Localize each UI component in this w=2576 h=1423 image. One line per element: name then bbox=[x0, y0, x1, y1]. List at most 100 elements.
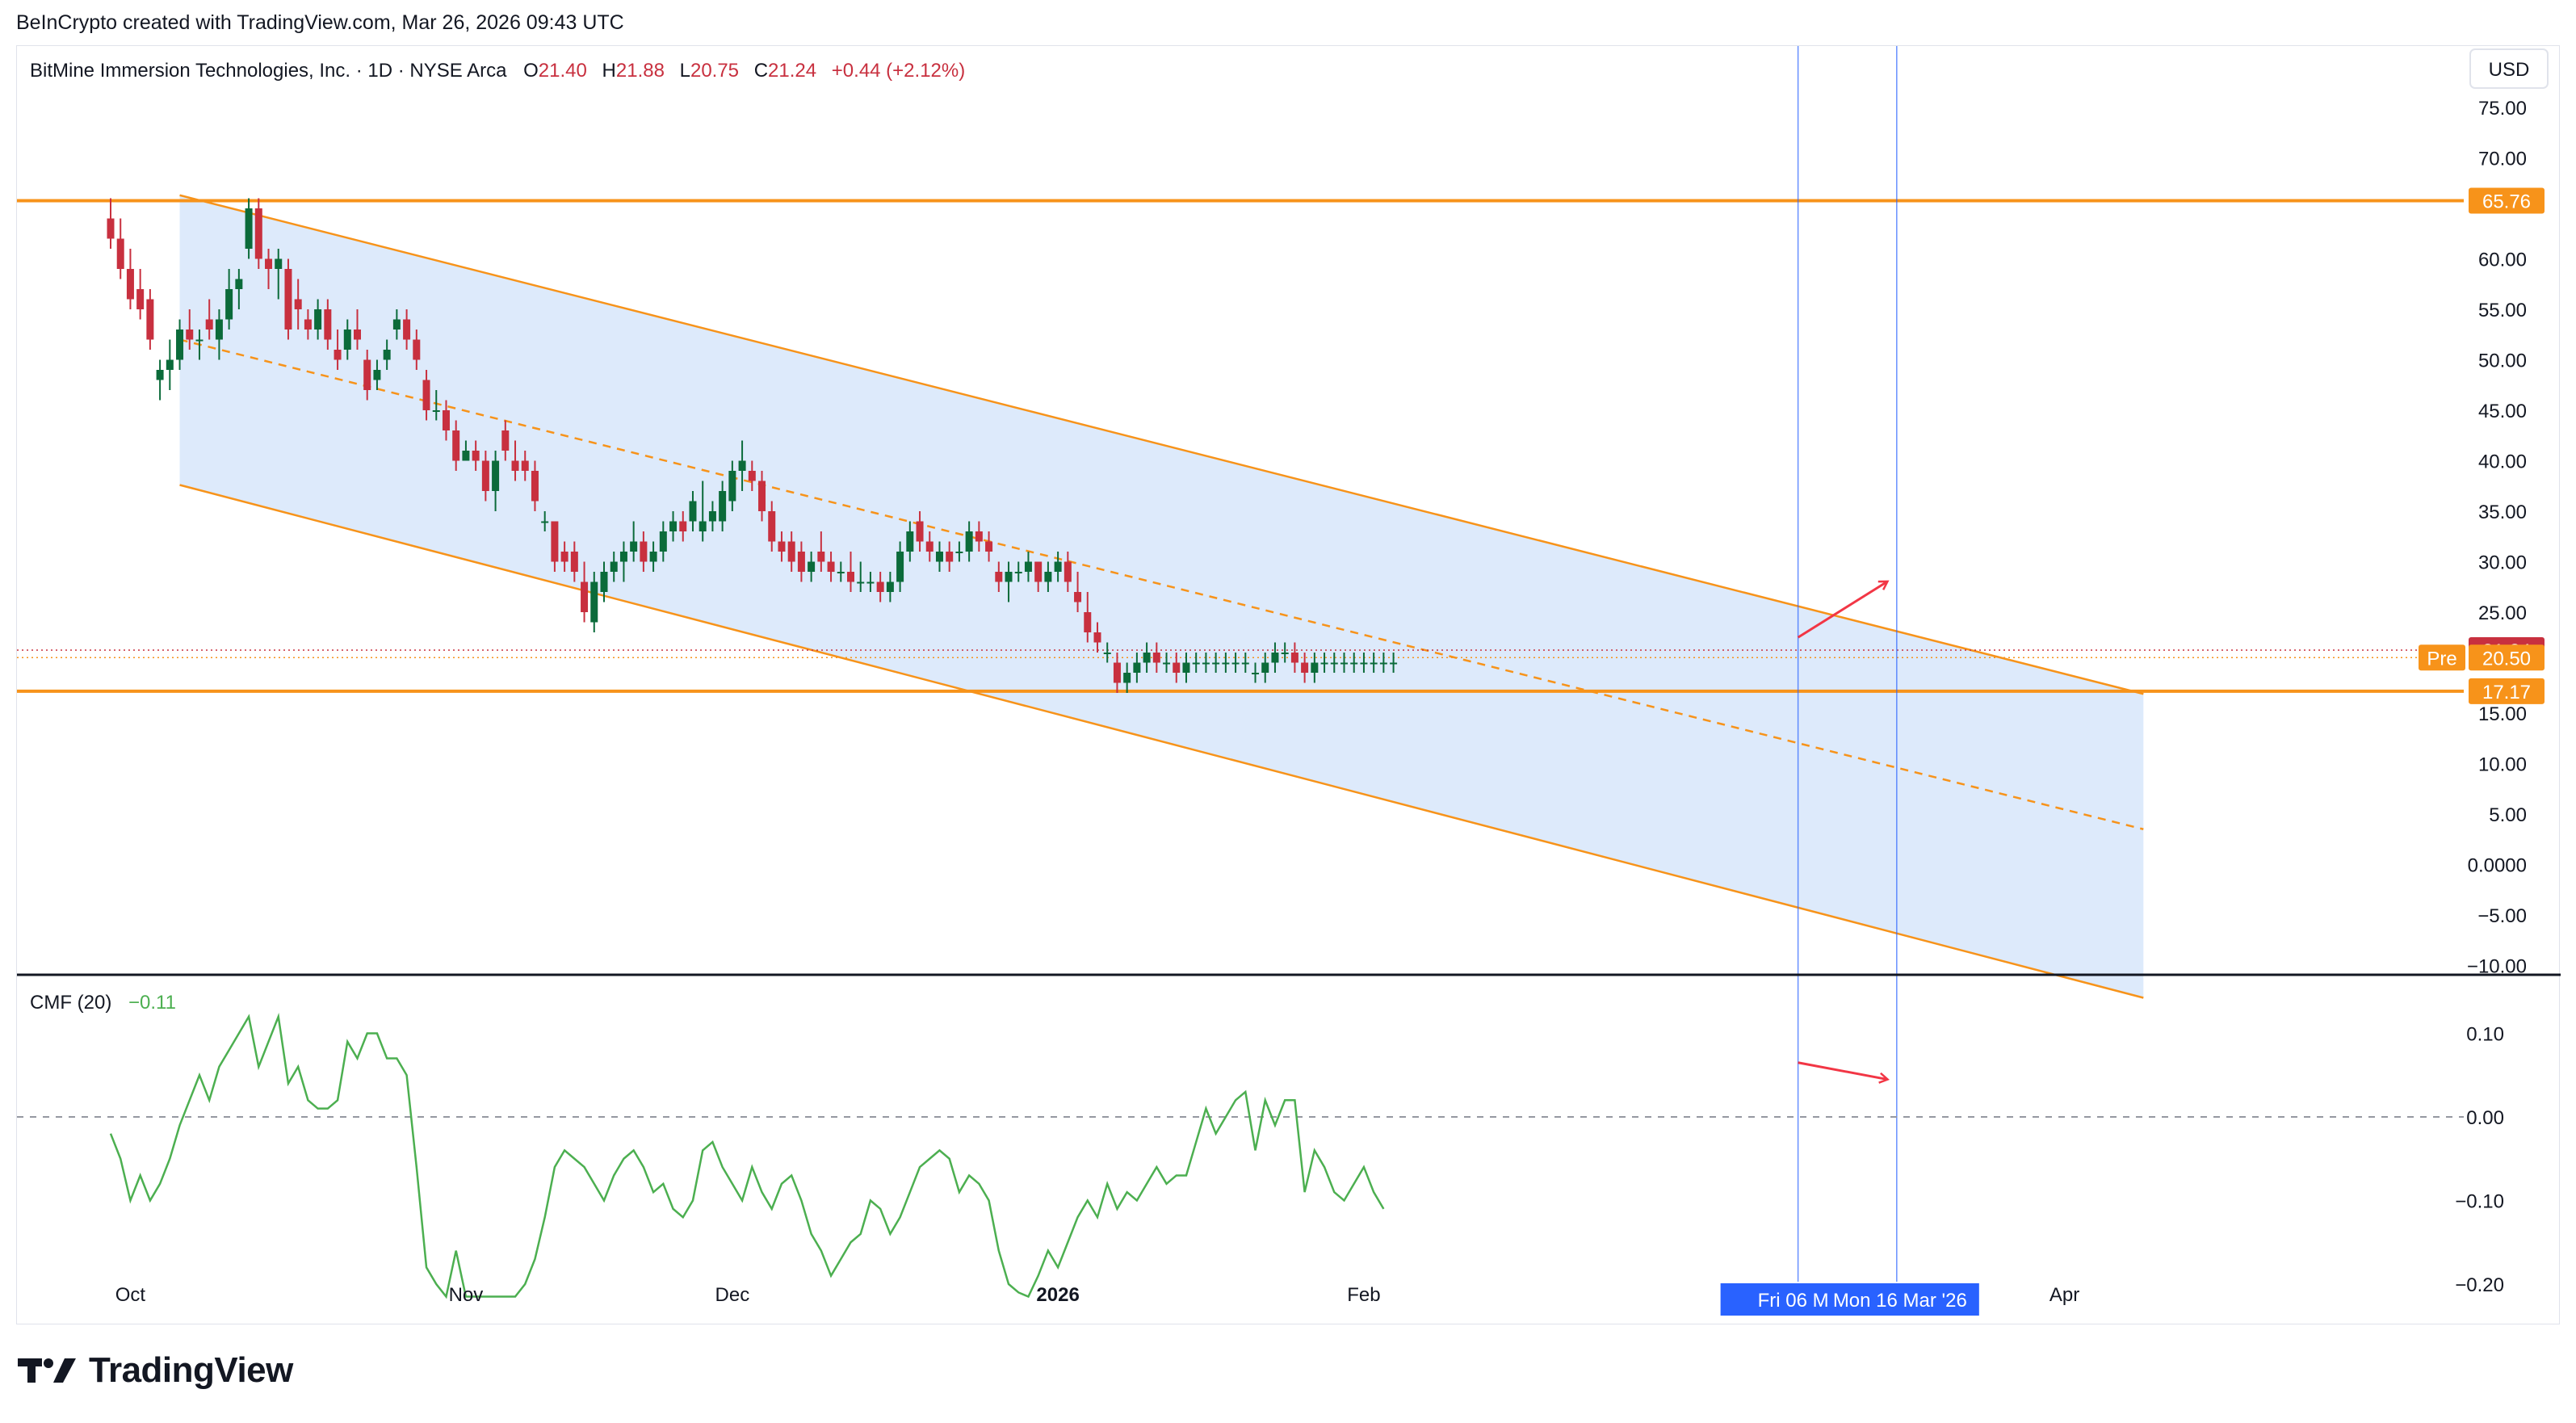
candle bbox=[1370, 653, 1378, 673]
price-trend-arrow[interactable] bbox=[1797, 582, 1887, 639]
price-tick-label: 70.00 bbox=[2478, 149, 2527, 170]
low-value: 20.75 bbox=[690, 60, 739, 82]
candle bbox=[630, 521, 638, 562]
candle bbox=[501, 420, 510, 461]
tradingview-logo[interactable]: TradingView bbox=[18, 1350, 293, 1391]
price-tick-label: 35.00 bbox=[2478, 502, 2527, 523]
candle bbox=[640, 531, 648, 572]
candle bbox=[719, 481, 727, 531]
candle bbox=[1390, 653, 1398, 673]
candle bbox=[1152, 642, 1160, 673]
candle bbox=[560, 541, 568, 572]
candle bbox=[590, 572, 598, 632]
candle bbox=[275, 249, 283, 300]
cmf-tick-label: −0.10 bbox=[2455, 1191, 2504, 1213]
candle bbox=[768, 501, 776, 552]
candle bbox=[1202, 653, 1210, 673]
candle bbox=[551, 521, 559, 572]
price-tick-label: 50.00 bbox=[2478, 351, 2527, 372]
candle bbox=[1024, 552, 1032, 582]
candle bbox=[1005, 561, 1013, 602]
candle bbox=[1044, 561, 1052, 592]
candle bbox=[235, 269, 243, 309]
candle bbox=[876, 572, 884, 602]
symbol-legend[interactable]: BitMine Immersion Technologies, Inc. · 1… bbox=[30, 60, 965, 82]
time-tick-label: Nov bbox=[449, 1284, 484, 1306]
price-tick-label: 40.00 bbox=[2478, 451, 2527, 473]
candle bbox=[946, 541, 954, 572]
cmf-trend-arrow[interactable] bbox=[1798, 1061, 1887, 1080]
candle bbox=[195, 330, 203, 360]
price-axis[interactable]: 75.00 70.00 60.00 55.00 50.00 45.00 40.00 35.00… bbox=[2467, 98, 2527, 978]
candle bbox=[215, 309, 223, 360]
candle bbox=[1271, 642, 1279, 673]
channel-lower-line[interactable] bbox=[179, 484, 2144, 999]
candle bbox=[1222, 653, 1230, 673]
time-tick-label: Apr bbox=[2049, 1284, 2079, 1306]
chart-frame[interactable]: BitMine Immersion Technologies, Inc. · 1… bbox=[16, 45, 2561, 1325]
candle bbox=[748, 460, 756, 491]
candle bbox=[857, 561, 865, 592]
cmf-tick-label: −0.20 bbox=[2455, 1274, 2504, 1296]
candle bbox=[324, 299, 332, 350]
cmf-value: −0.11 bbox=[128, 992, 176, 1014]
price-tick-label: 5.00 bbox=[2489, 804, 2527, 826]
candle bbox=[521, 451, 529, 481]
candle bbox=[1064, 552, 1072, 592]
candle bbox=[1241, 653, 1249, 673]
price-tick-label: −5.00 bbox=[2477, 905, 2527, 927]
candle bbox=[107, 198, 115, 249]
candle bbox=[1350, 653, 1358, 673]
price-tick-label: 0.0000 bbox=[2468, 855, 2527, 877]
candle bbox=[797, 541, 805, 582]
channel-upper-line[interactable] bbox=[179, 194, 2144, 695]
chart-svg[interactable]: BitMine Immersion Technologies, Inc. · 1… bbox=[17, 46, 2561, 1325]
time-tick-label: Dec bbox=[715, 1284, 750, 1306]
candle bbox=[1360, 653, 1368, 673]
candle bbox=[619, 541, 627, 582]
cmf-name: CMF (20) bbox=[30, 992, 111, 1014]
candle bbox=[1301, 653, 1309, 683]
candle bbox=[156, 359, 164, 401]
candle bbox=[1103, 642, 1111, 663]
candle bbox=[787, 531, 795, 572]
candle bbox=[126, 249, 134, 309]
currency-label: USD bbox=[2489, 59, 2530, 81]
candle bbox=[985, 531, 993, 562]
cmf-legend[interactable]: CMF (20) −0.11 bbox=[30, 992, 176, 1014]
tradingview-logo-text: TradingView bbox=[89, 1350, 293, 1390]
price-label: 20.50 Pre bbox=[2419, 644, 2545, 671]
price-tick-label: 30.00 bbox=[2478, 552, 2527, 574]
candle bbox=[265, 249, 273, 289]
candle bbox=[679, 511, 687, 542]
candle bbox=[1320, 653, 1328, 673]
time-tick-label: Feb bbox=[1347, 1284, 1380, 1306]
candle bbox=[1054, 552, 1062, 582]
high-value: 21.88 bbox=[616, 60, 665, 82]
candle bbox=[610, 552, 618, 582]
cmf-axis[interactable]: 0.10 0.00 −0.10 −0.20 bbox=[2455, 1024, 2504, 1297]
candle bbox=[334, 330, 342, 370]
candle bbox=[1163, 653, 1171, 673]
channel-middle-line[interactable] bbox=[179, 338, 2144, 830]
candle bbox=[373, 359, 381, 390]
time-tick-label: 2026 bbox=[1036, 1284, 1079, 1306]
price-tick-label: 75.00 bbox=[2478, 98, 2527, 120]
candle bbox=[343, 319, 351, 360]
candle bbox=[738, 440, 746, 491]
candle bbox=[1173, 653, 1181, 683]
low-label: L bbox=[680, 60, 690, 82]
currency-box[interactable] bbox=[2469, 48, 2549, 89]
time-axis[interactable]: Oct Nov Dec 2026 Feb Apr bbox=[115, 1284, 2079, 1306]
candle bbox=[452, 420, 460, 471]
candle bbox=[649, 541, 657, 572]
candle bbox=[1281, 642, 1289, 663]
candle bbox=[403, 309, 411, 350]
candle bbox=[314, 299, 322, 340]
candle bbox=[1212, 653, 1220, 673]
candle bbox=[392, 309, 401, 340]
candle bbox=[146, 289, 154, 350]
candle bbox=[363, 350, 371, 401]
candle bbox=[935, 541, 943, 572]
candle bbox=[975, 521, 983, 552]
